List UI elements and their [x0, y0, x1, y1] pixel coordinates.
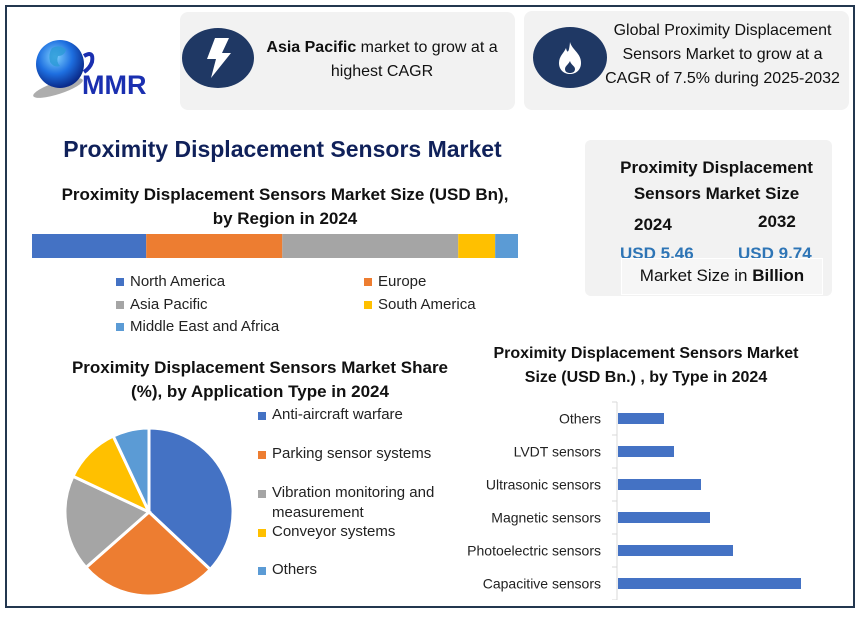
footer-unit: Billion	[752, 266, 805, 285]
region-segment-north-america	[32, 234, 147, 258]
bar-capacitive-sensors	[618, 578, 801, 589]
lightning-bolt-icon	[207, 38, 231, 78]
badge-circle	[182, 28, 254, 88]
legend-swatch	[116, 277, 124, 286]
legend-swatch	[364, 300, 372, 309]
category-label: Magnetic sensors	[491, 510, 601, 526]
pie-slice-anti-aircraft-warfare	[147, 426, 235, 572]
footer-text: Market Size in	[639, 266, 753, 285]
bar-magnetic-sensors	[618, 512, 710, 523]
logo-text: MMR	[82, 70, 146, 100]
legend-label: Parking sensor systems	[272, 445, 432, 462]
market-size-footer: Market Size in Billion	[621, 258, 823, 295]
globe-icon: MMR	[33, 40, 146, 100]
legend-label: Asia Pacific	[130, 296, 208, 313]
legend-swatch	[258, 529, 266, 537]
legend-swatch	[258, 490, 266, 498]
pie-slice-others	[111, 426, 151, 513]
legend-swatch	[116, 300, 124, 309]
type-chart-title: Proximity Displacement Sensors Market Si…	[493, 345, 799, 386]
category-label: Ultrasonic sensors	[486, 477, 601, 493]
market-size-title: Proximity Displacement Sensors Market Si…	[620, 158, 813, 203]
category-label: LVDT sensors	[514, 444, 601, 460]
region-chart-title: Proximity Displacement Sensors Market Si…	[61, 185, 509, 228]
category-label: Others	[559, 411, 601, 427]
bar-lvdt-sensors	[618, 446, 674, 457]
legend-label: Anti-aircraft warfare	[272, 406, 403, 423]
legend-swatch	[258, 567, 266, 575]
callout-bold: Asia Pacific	[266, 39, 357, 56]
legend-conveyor: Conveyor systems	[258, 522, 395, 542]
callout-text: Asia Pacific market to grow at a highest…	[256, 36, 508, 84]
legend-label: South America	[378, 296, 476, 313]
legend-swatch	[258, 412, 266, 420]
legend-asia-pacific: Asia Pacific	[116, 296, 208, 313]
legend-swatch	[364, 277, 372, 286]
callout-cagr: Global Proximity Displacement Sensors Ma…	[524, 11, 849, 110]
legend-south-america: South America	[364, 296, 476, 313]
legend-label: Conveyor systems	[272, 523, 396, 540]
year-2024: 2024	[634, 215, 672, 234]
mmr-logo: MMR	[30, 36, 160, 102]
market-size-panel: Proximity Displacement Sensors Market Si…	[585, 140, 832, 296]
category-label: Capacitive sensors	[483, 576, 601, 592]
legend-parking-sensor: Parking sensor systems	[258, 444, 431, 464]
category-label: Photoelectric sensors	[467, 543, 601, 559]
legend-label: Others	[272, 561, 318, 578]
legend-label: Europe	[378, 273, 427, 290]
legend-vibration-monitoring: Vibration monitoring and measurement	[258, 483, 458, 523]
year-2032: 2032	[758, 212, 796, 231]
type-bar-chart: Others LVDT sensors Ultrasonic sensors Magn…	[467, 401, 801, 600]
legend-label: North America	[130, 273, 226, 290]
legend-middle-east-africa: Middle East and Africa	[116, 318, 279, 335]
region-segment-middle-east-and-africa	[495, 234, 518, 258]
legend-swatch	[258, 451, 266, 459]
legend-europe: Europe	[364, 273, 426, 290]
callout-plain: market to grow at a highest CAGR	[330, 39, 498, 80]
bar-photoelectric-sensors	[618, 545, 733, 556]
legend-swatch	[116, 322, 124, 331]
page-title: Proximity Displacement Sensors Market	[63, 136, 502, 162]
application-chart-title: Proximity Displacement Sensors Market Sh…	[71, 358, 449, 401]
bar-others	[618, 413, 664, 424]
application-pie-chart	[63, 426, 235, 598]
legend-label: Middle East and Africa	[130, 318, 280, 335]
legend-label: Vibration monitoring and measurement	[272, 484, 435, 521]
badge-circle	[533, 27, 607, 88]
region-stacked-bar	[32, 234, 518, 258]
pie-slice-parking-sensor-systems	[83, 509, 213, 598]
bar-ultrasonic-sensors	[618, 479, 701, 490]
region-segment-europe	[146, 234, 283, 258]
callout-text: Global Proximity Displacement Sensors Ma…	[605, 22, 840, 87]
flame-icon	[559, 41, 581, 74]
legend-others: Others	[258, 560, 317, 580]
legend-north-america: North America	[116, 273, 225, 290]
pie-slice-vibration-monitoring-and-measurement	[63, 474, 152, 570]
region-segment-asia-pacific	[282, 234, 459, 258]
region-segment-south-america	[458, 234, 496, 258]
callout-asia-pacific: Asia Pacific market to grow at a highest…	[180, 12, 515, 110]
legend-anti-aircraft: Anti-aircraft warfare	[258, 405, 403, 425]
